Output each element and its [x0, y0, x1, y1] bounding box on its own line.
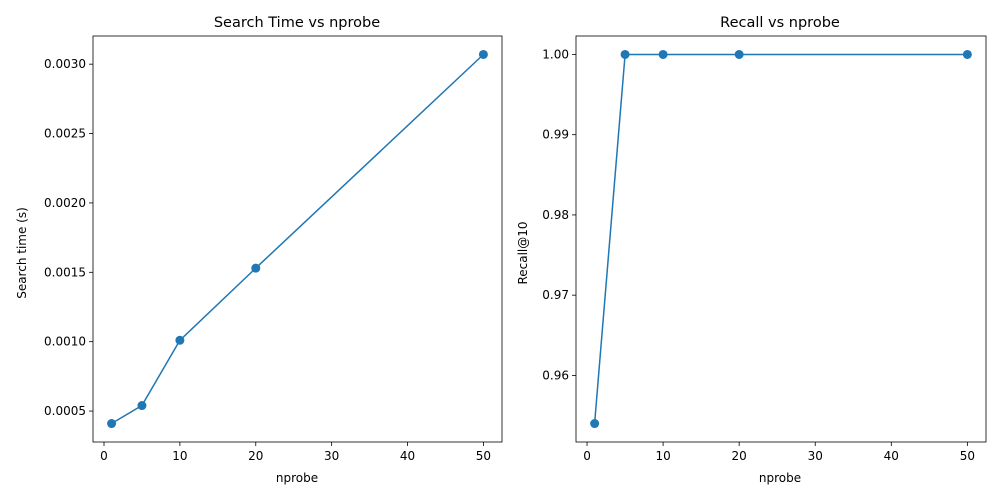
search-time-x-ticks: 0 10 20 30 40 50 — [100, 442, 491, 463]
recall-y-tick-label: 0.99 — [542, 128, 569, 142]
recall-y-tick-label: 1.00 — [542, 47, 569, 61]
recall-x-tick-label: 30 — [808, 449, 823, 463]
search-time-plot-area — [107, 49, 488, 429]
search-time-data-point — [478, 49, 488, 59]
search-time-y-tick-label: 0.0020 — [44, 196, 86, 210]
recall-y-tick-label: 0.96 — [542, 368, 569, 382]
search-time-x-tick-label: 0 — [100, 449, 108, 463]
search-time-chart-title: Search Time vs nprobe — [214, 15, 380, 31]
search-time-x-tick-label: 40 — [400, 449, 415, 463]
recall-data-point — [620, 49, 630, 59]
recall-data-point — [590, 419, 600, 429]
recall-data-point — [658, 49, 668, 59]
search-time-y-ticks: 0.0005 0.0010 0.0015 0.0020 0.0025 0.0030 — [44, 57, 93, 418]
recall-y-ticks: 0.96 0.97 0.98 0.99 1.00 — [542, 47, 576, 382]
search-time-x-tick-label: 50 — [476, 449, 491, 463]
recall-x-tick-label: 10 — [655, 449, 670, 463]
search-time-y-axis-label: Search time (s) — [15, 207, 29, 299]
recall-y-tick-label: 0.97 — [542, 288, 569, 302]
search-time-data-point — [107, 419, 117, 429]
recall-data-point — [734, 49, 744, 59]
recall-x-tick-label: 0 — [583, 449, 591, 463]
search-time-y-tick-label: 0.0015 — [44, 265, 86, 279]
search-time-panel: Search Time vs nprobe nprobe Search time… — [15, 15, 503, 485]
recall-x-axis-label: nprobe — [759, 471, 801, 485]
search-time-x-tick-label: 20 — [248, 449, 263, 463]
recall-x-ticks: 0 10 20 30 40 50 — [583, 442, 975, 463]
search-time-y-tick-label: 0.0010 — [44, 335, 86, 349]
search-time-y-tick-label: 0.0030 — [44, 57, 86, 71]
search-time-axes-frame — [92, 35, 503, 443]
recall-panel: Recall vs nprobe nprobe Recall@10 0 10 20 3… — [516, 15, 987, 485]
recall-plot-area — [590, 49, 972, 429]
search-time-data-point — [175, 335, 185, 345]
recall-y-axis-label: Recall@10 — [516, 221, 530, 284]
recall-axes-frame — [575, 35, 987, 443]
recall-x-tick-label: 50 — [960, 449, 975, 463]
search-time-x-tick-label: 30 — [324, 449, 339, 463]
recall-y-tick-label: 0.98 — [542, 208, 569, 222]
recall-x-tick-label: 40 — [884, 449, 899, 463]
recall-data-point — [962, 49, 972, 59]
search-time-data-point — [251, 263, 261, 273]
search-time-y-tick-label: 0.0005 — [44, 404, 86, 418]
search-time-y-tick-label: 0.0025 — [44, 127, 86, 141]
search-time-data-point — [137, 401, 147, 411]
recall-chart-title: Recall vs nprobe — [720, 15, 840, 31]
search-time-x-tick-label: 10 — [172, 449, 187, 463]
search-time-x-axis-label: nprobe — [276, 471, 318, 485]
recall-x-tick-label: 20 — [732, 449, 747, 463]
